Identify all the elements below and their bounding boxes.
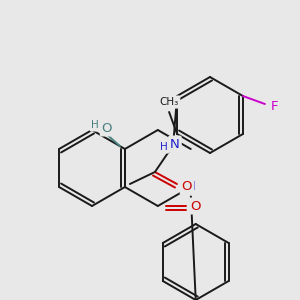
Text: H: H	[91, 120, 99, 130]
Text: CH₃: CH₃	[160, 97, 179, 107]
Text: O: O	[182, 181, 192, 194]
Text: O: O	[190, 200, 201, 212]
Text: F: F	[271, 100, 279, 113]
Text: N: N	[186, 181, 196, 194]
Text: O: O	[102, 122, 112, 134]
Text: H: H	[160, 142, 168, 152]
Text: N: N	[170, 137, 180, 151]
